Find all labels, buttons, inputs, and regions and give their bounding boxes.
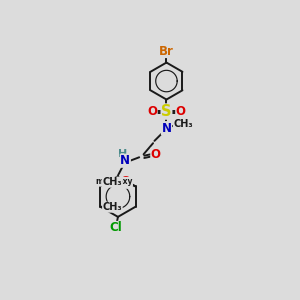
Text: O: O <box>151 148 161 161</box>
Text: CH₃: CH₃ <box>102 177 122 187</box>
Text: methoxy: methoxy <box>95 177 133 186</box>
Text: CH₃: CH₃ <box>173 119 193 129</box>
Text: N: N <box>120 154 130 167</box>
Text: N: N <box>161 122 172 135</box>
Text: O: O <box>176 105 186 118</box>
Text: S: S <box>161 104 172 119</box>
Text: O: O <box>120 175 130 188</box>
Text: Br: Br <box>159 44 174 58</box>
Text: H: H <box>118 149 127 159</box>
Text: O: O <box>147 105 157 118</box>
Text: CH₃: CH₃ <box>103 202 122 212</box>
Text: Cl: Cl <box>110 221 122 235</box>
